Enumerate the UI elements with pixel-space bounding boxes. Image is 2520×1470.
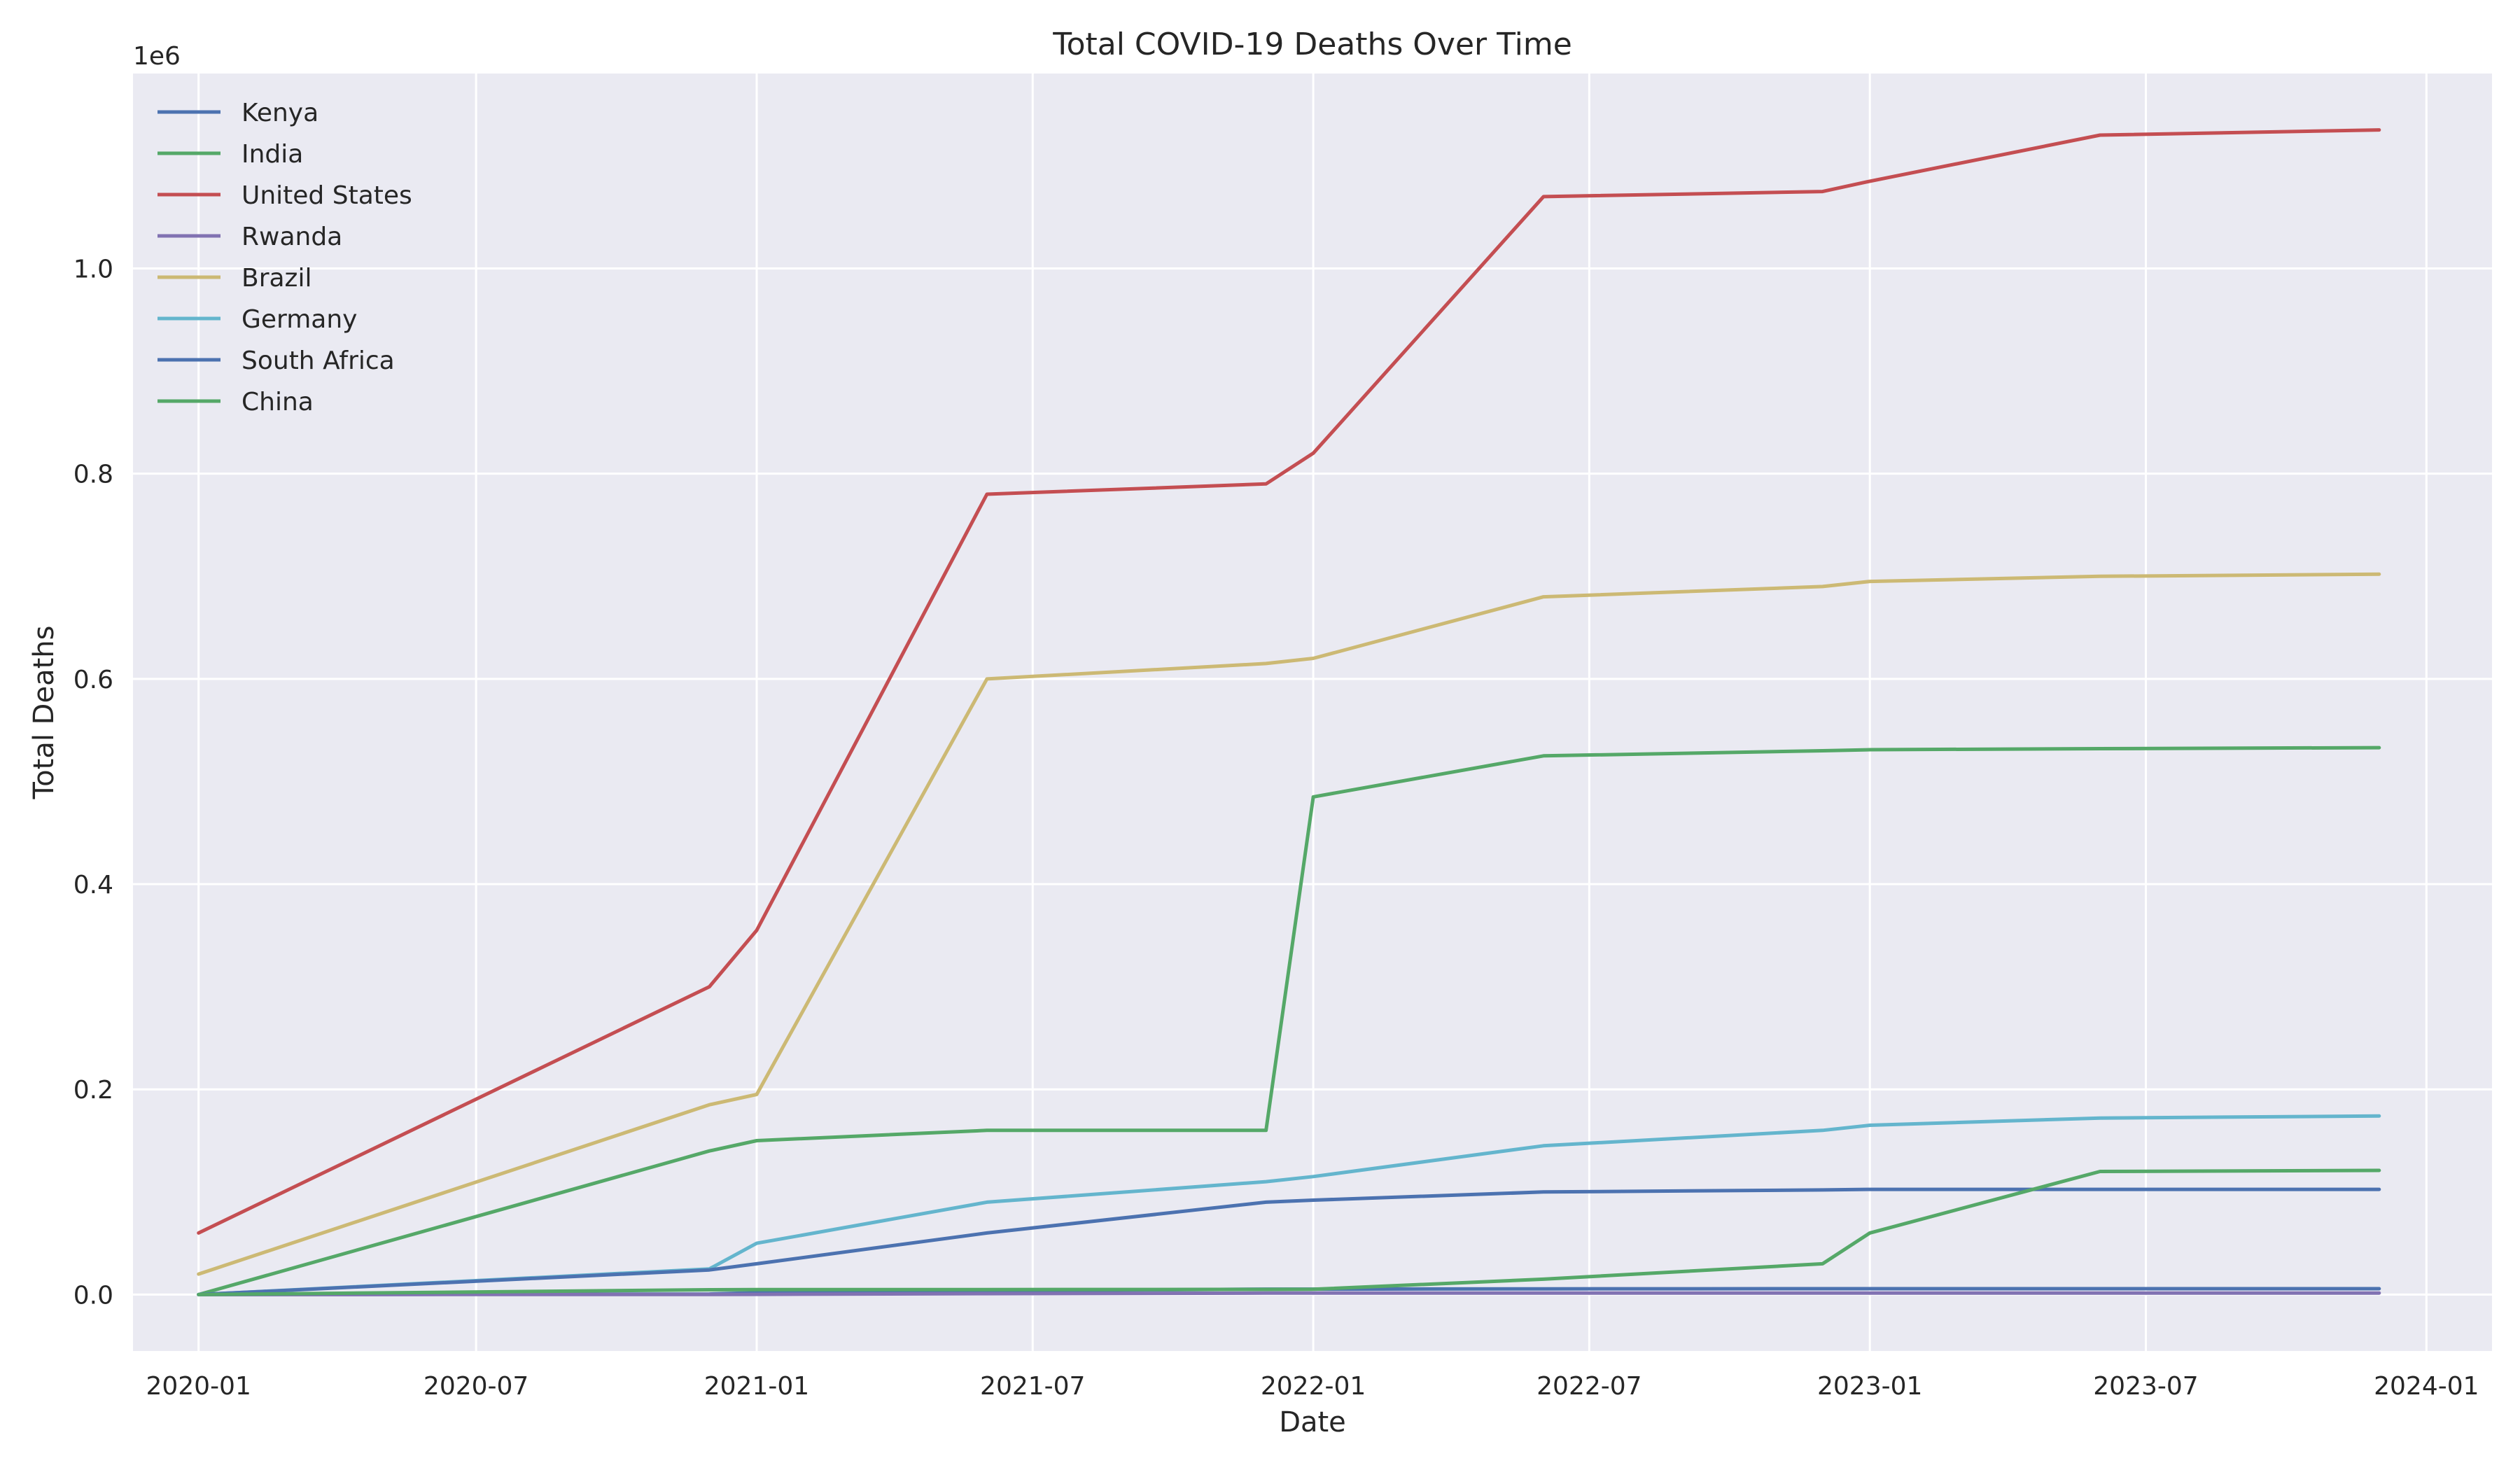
legend-label: Kenya (241, 99, 318, 127)
legend-label: Brazil (241, 264, 312, 293)
x-tick-label: 2024-01 (2374, 1372, 2479, 1401)
legend-label: Germany (241, 305, 357, 334)
series-line-china (197, 1168, 2381, 1296)
y-tick-label: 0.0 (74, 1281, 113, 1310)
x-tick-label: 2021-07 (980, 1372, 1085, 1401)
x-tick-label: 2020-07 (424, 1372, 528, 1401)
series-line-germany (197, 1114, 2381, 1296)
x-tick-label: 2023-07 (2093, 1372, 2198, 1401)
y-axis-ticks: 0.0 0.2 0.4 0.6 0.8 1.0 (74, 255, 113, 1310)
chart-title: Total COVID-19 Deaths Over Time (1052, 27, 1572, 62)
x-axis-label: Date (1279, 1406, 1346, 1438)
series-line-united-states (197, 128, 2381, 1235)
y-axis-scale-label: 1e6 (133, 42, 181, 71)
x-tick-label: 2023-01 (1817, 1372, 1922, 1401)
x-tick-label: 2022-01 (1261, 1372, 1366, 1401)
series-line-rwanda (197, 1291, 2381, 1296)
y-tick-label: 0.2 (74, 1076, 113, 1105)
x-tick-label: 2021-01 (704, 1372, 809, 1401)
x-axis-ticks: 2020-01 2020-07 2021-01 2021-07 2022-01 2022-… (146, 1372, 2479, 1401)
grid (133, 74, 2492, 1351)
series-line-brazil (197, 572, 2381, 1276)
legend-label: Rwanda (241, 223, 342, 251)
legend-label: China (241, 388, 314, 416)
x-tick-label: 2020-01 (146, 1372, 251, 1401)
y-axis-label: Total Deaths (28, 626, 60, 800)
y-tick-label: 1.0 (74, 255, 113, 284)
legend-label: United States (241, 181, 412, 210)
series-layer (197, 128, 2381, 1296)
y-tick-label: 0.6 (74, 666, 113, 694)
series-line-india (197, 746, 2381, 1296)
legend: Kenya India United States Rwanda Brazil Germa… (158, 99, 412, 416)
y-tick-label: 0.8 (74, 461, 113, 489)
series-line-south-africa (197, 1187, 2381, 1296)
y-tick-label: 0.4 (74, 871, 113, 899)
legend-label: India (241, 140, 303, 169)
legend-label: South Africa (241, 346, 395, 375)
x-tick-label: 2022-07 (1536, 1372, 1642, 1401)
